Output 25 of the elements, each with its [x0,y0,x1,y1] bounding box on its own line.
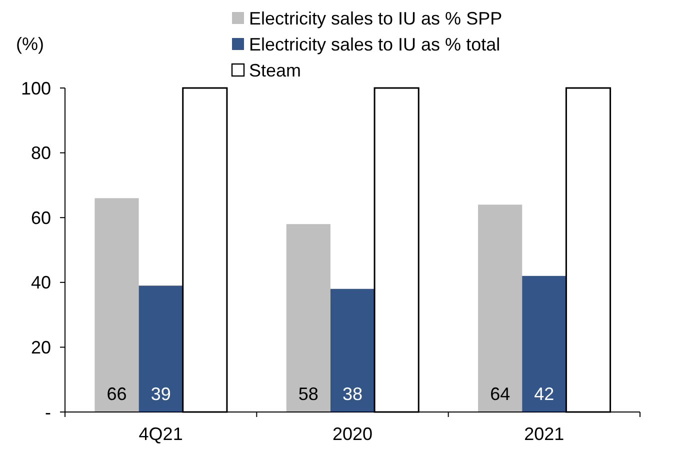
bar [286,224,330,412]
bar [330,288,375,412]
y-tick-label: 20 [30,338,51,358]
bar [478,204,522,412]
y-tick-label: 40 [30,272,51,293]
x-tick-label: 2020 [332,424,373,444]
data-label: 64 [490,384,510,404]
y-tick-label: 100 [20,78,51,98]
y-tick-label: 80 [30,143,51,164]
y-tick-label: 60 [30,208,51,228]
data-label: 58 [298,384,318,404]
data-label: 42 [534,384,554,404]
legend-label: Electricity sales to IU as % total [249,34,500,54]
data-label: 38 [342,384,363,404]
x-tick-label: 2021 [524,424,564,444]
y-tick-label: - [45,402,51,422]
legend-label: Steam [249,60,302,80]
data-label: 66 [106,384,127,404]
bar [94,198,139,412]
x-tick-label: 4Q21 [138,424,183,444]
y-axis-title: (%) [16,34,44,54]
bar [138,286,183,412]
legend-label: Electricity sales to IU as % SPP [249,8,502,28]
data-label: 39 [150,384,171,404]
bar [522,276,566,412]
